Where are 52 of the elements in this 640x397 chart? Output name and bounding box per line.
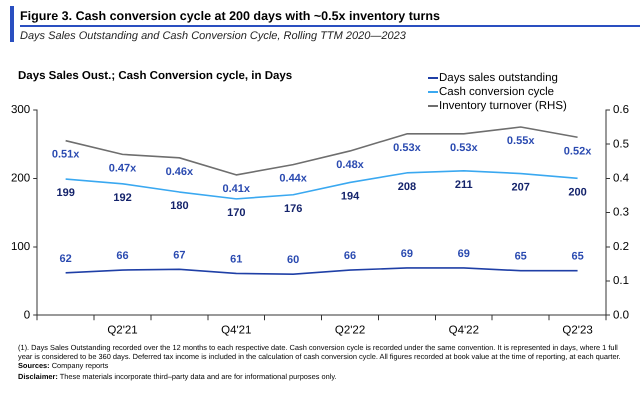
y-axis-title: Days Sales Oust.; Cash Conversion cycle, in Days (18, 70, 292, 82)
data-label: 194 (340, 190, 360, 202)
data-label: 0.53x (450, 142, 478, 154)
data-label: 65 (571, 250, 584, 263)
data-label: 69 (458, 248, 470, 260)
data-label: 207 (512, 182, 530, 194)
data-label: 199 (56, 187, 75, 200)
data-label: 0.51x (52, 148, 80, 161)
chart-title: Figure 3. Cash conversion cycle at 200 days with ~0.5x inventory turns (20, 6, 640, 27)
y2-tick-label: 0.6 (613, 104, 630, 116)
data-label: 69 (400, 248, 414, 260)
data-label: 62 (60, 252, 72, 265)
x-tick-label: Q2'21 (107, 324, 138, 336)
data-label: 200 (568, 186, 587, 198)
data-label: 192 (113, 192, 132, 204)
y2-tick-label: 0.2 (613, 240, 630, 253)
x-tick-label: Q2'22 (334, 324, 366, 336)
y2-tick-label: 0.1 (613, 275, 630, 288)
x-tick-label: Q4'22 (448, 324, 479, 336)
data-label: 66 (344, 250, 356, 262)
x-tick-label: Q2'23 (562, 324, 593, 336)
legend-label: Inventory turnover (RHS) (439, 99, 567, 113)
y2-tick-label: 0.5 (613, 138, 630, 150)
y2-tick-label: 0.0 (613, 309, 630, 322)
data-label: 67 (173, 249, 186, 262)
legend-label: Days sales outstanding (439, 71, 558, 85)
data-label: 0.52x (564, 145, 592, 158)
y-tick-label: 300 (11, 104, 30, 116)
data-label: 0.44x (279, 172, 308, 185)
data-label: 65 (514, 250, 527, 263)
y-tick-label: 0 (24, 309, 30, 322)
data-label: 211 (454, 178, 473, 191)
data-label: 0.55x (506, 135, 536, 148)
data-label: 60 (287, 254, 300, 266)
data-label: 0.53x (393, 142, 422, 154)
x-tick-label: Q4'21 (221, 324, 252, 336)
chart-subtitle: Days Sales Outstanding and Cash Conversion Cycle, Rolling TTM 2020—2023 (20, 29, 407, 42)
data-label: 180 (170, 200, 189, 212)
data-label: 0.41x (222, 182, 251, 195)
data-label: 208 (398, 180, 416, 193)
data-label: 61 (230, 253, 242, 266)
data-label: 0.46x (166, 166, 194, 178)
data-label: 0.48x (336, 158, 365, 171)
data-label: 66 (116, 250, 129, 262)
data-label: 0.47x (108, 162, 138, 174)
legend-label: Cash conversion cycle (439, 85, 554, 99)
y2-tick-label: 0.3 (613, 206, 630, 219)
y-tick-label: 200 (11, 172, 30, 185)
y-tick-label: 100 (11, 240, 30, 253)
data-label: 176 (284, 202, 302, 215)
data-label: 170 (227, 206, 246, 219)
y2-tick-label: 0.4 (613, 172, 630, 185)
